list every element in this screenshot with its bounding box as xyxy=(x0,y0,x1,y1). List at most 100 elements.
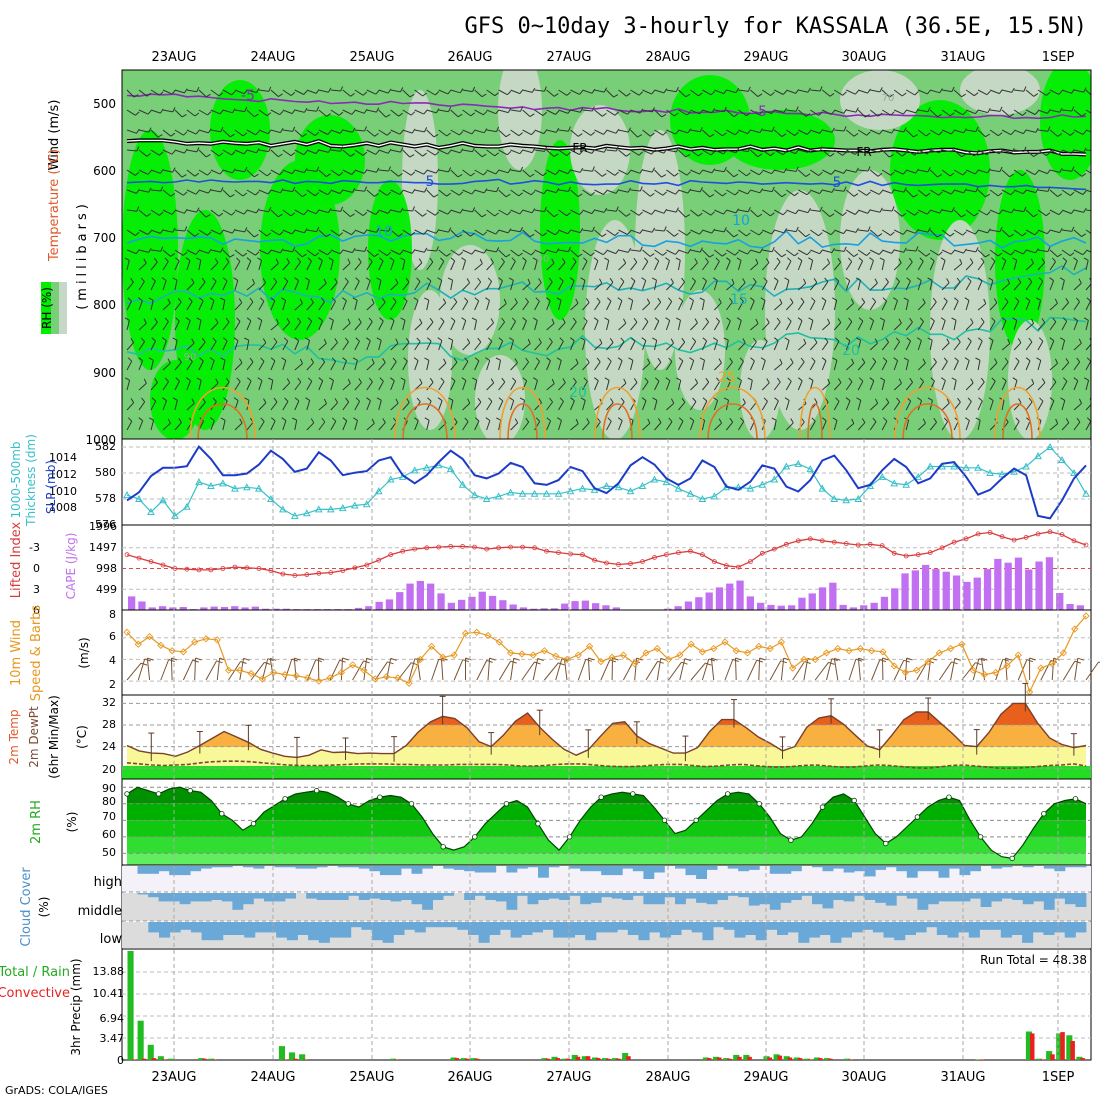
wind-barb-10m xyxy=(431,659,440,681)
wind-barb xyxy=(366,362,375,371)
wind-barb-flag xyxy=(220,187,224,193)
cloud-bar xyxy=(276,922,288,938)
wind-barb xyxy=(1025,262,1034,271)
wind-barb xyxy=(870,89,881,93)
wind-barb-flag xyxy=(609,277,614,283)
wind-barb-flag xyxy=(765,258,770,263)
wind-barb-flag xyxy=(699,247,703,253)
wind-barb-flag xyxy=(344,277,349,283)
wind-barb-flag xyxy=(698,92,703,97)
cloud-bar xyxy=(713,922,725,928)
wind-barb xyxy=(953,89,962,98)
wind-barb-flag xyxy=(709,193,715,198)
wind-barb xyxy=(1001,380,1007,391)
cloud-bar xyxy=(759,893,771,905)
wind-barb xyxy=(282,262,290,271)
wind-barb-flag xyxy=(601,173,607,177)
wind-barb xyxy=(390,209,401,213)
wind-barb-flag xyxy=(879,207,883,213)
wind-barb-flag xyxy=(1038,277,1044,282)
wind-barb-flag xyxy=(949,112,955,117)
wind-barb xyxy=(642,340,647,351)
cloud-bar xyxy=(506,893,518,910)
wind-barb xyxy=(726,229,734,238)
wind-barb xyxy=(678,149,686,158)
wind-barb-flag xyxy=(519,89,524,94)
wind-barb-flag xyxy=(268,86,272,92)
wind-barb-flag xyxy=(1095,250,1098,254)
wind-barb-flag xyxy=(1058,210,1063,216)
wind-barb xyxy=(258,421,265,431)
wind-barb xyxy=(510,209,520,215)
wind-barb xyxy=(150,109,161,114)
wind-barb-flag xyxy=(157,134,163,138)
wind-barb-flag xyxy=(495,357,501,361)
wind-barb xyxy=(714,149,724,155)
wind-barb-flag xyxy=(861,418,866,423)
cloud-bar xyxy=(590,893,602,903)
thickness-marker xyxy=(1082,489,1090,497)
wind-barb-flag xyxy=(490,378,495,384)
date-label-bottom: 26AUG xyxy=(447,1070,492,1085)
wind-barb xyxy=(1049,400,1055,411)
wind-barb xyxy=(258,301,265,311)
cloud-bar xyxy=(734,922,746,938)
wind-barb-10m-flag xyxy=(264,661,271,665)
precip-convective-bar xyxy=(161,1059,167,1060)
wind-barb xyxy=(846,149,856,155)
wind-barb-flag xyxy=(389,377,395,382)
wind-barb-flag xyxy=(458,131,464,136)
wind-barb-flag xyxy=(529,173,535,178)
wind-barb-flag xyxy=(961,153,966,158)
wind-barb xyxy=(1049,169,1060,173)
wind-barb-flag xyxy=(670,278,674,284)
wind-barb xyxy=(941,169,951,177)
wind-barb xyxy=(630,229,641,234)
wind-barb-flag xyxy=(790,358,794,363)
temp-tick: 28 xyxy=(102,718,116,731)
wind-barb xyxy=(174,229,185,232)
wind-barb-flag xyxy=(1047,126,1051,132)
date-label-top: 25AUG xyxy=(349,50,394,65)
wind-barb-flag xyxy=(1073,377,1079,382)
cloud-bar xyxy=(691,922,703,933)
wind-barb-flag xyxy=(531,87,536,93)
wind-speed-marker xyxy=(461,629,470,638)
wind-barb-flag xyxy=(448,227,452,233)
cloud-bar xyxy=(179,893,191,905)
wind-speed-marker xyxy=(416,655,424,664)
wind-barb xyxy=(918,169,929,173)
pressure-ticks: 500 600 700 800 900 1000 xyxy=(85,97,116,447)
wind-barb-flag xyxy=(338,111,344,116)
wind-barb-flag xyxy=(376,167,380,173)
cape-bar xyxy=(427,583,435,610)
thickness-tick: 578 xyxy=(95,492,116,505)
cloud-bar xyxy=(653,893,665,905)
precip-panel-frame xyxy=(121,948,1092,1061)
wind-barb xyxy=(318,209,329,214)
wind-barb-flag xyxy=(518,252,523,257)
wind-barb xyxy=(869,402,879,411)
wind-barb xyxy=(798,209,809,214)
wind-barb xyxy=(546,189,557,194)
wind-barb-flag xyxy=(124,257,130,261)
wind-barb xyxy=(701,360,705,371)
wind-barb-flag xyxy=(723,149,728,155)
cape-bar xyxy=(128,596,136,610)
wind-barb xyxy=(1014,209,1025,213)
wind-barb-flag xyxy=(429,317,434,323)
wind-barb-flag xyxy=(545,297,551,302)
wind-barb xyxy=(630,189,641,192)
cloud-bar xyxy=(766,922,778,930)
thickness-marker xyxy=(1034,452,1042,460)
lifted-index-marker xyxy=(1035,531,1041,537)
wind-barb xyxy=(785,340,790,351)
wind-barb-flag xyxy=(533,377,538,381)
thickness-marker xyxy=(219,479,227,487)
wind-tick: 8 xyxy=(109,608,116,621)
wind-barb-flag xyxy=(461,257,466,261)
wind-barb xyxy=(606,360,612,371)
wind-barb-flag xyxy=(856,337,861,341)
cape-bar xyxy=(210,606,218,610)
